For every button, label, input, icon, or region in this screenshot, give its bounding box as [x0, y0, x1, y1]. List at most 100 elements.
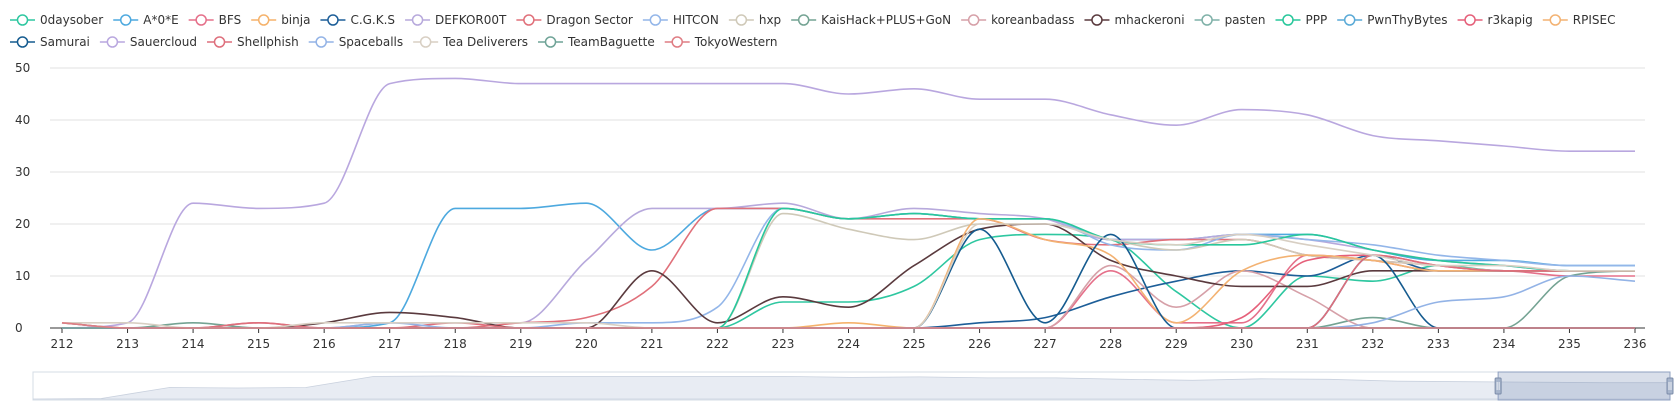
legend-item-mhackeroni[interactable]: mhackeroni	[1084, 13, 1185, 27]
legend-label: 0daysober	[40, 13, 103, 27]
plot-area	[61, 77, 1636, 329]
legend-circle-icon	[735, 14, 748, 26]
legend-label: Spaceballs	[339, 35, 403, 49]
x-tick-label: 223	[772, 337, 795, 351]
x-tick-label: 235	[1558, 337, 1581, 351]
x-tick-label: 219	[509, 337, 532, 351]
legend-item-kaishack-plus-gon[interactable]: KaisHack+PLUS+GoN	[791, 13, 951, 27]
legend-item-0daysober[interactable]: 0daysober	[10, 13, 103, 27]
x-tick-label: 228	[1099, 337, 1122, 351]
legend-label: Dragon Sector	[546, 13, 633, 27]
legend-circle-icon	[16, 14, 29, 26]
legend-label: Tea Deliverers	[442, 35, 528, 49]
legend-item-teambaguette[interactable]: TeamBaguette	[538, 35, 655, 49]
legend-item-tea-deliverers[interactable]: Tea Deliverers	[413, 35, 528, 49]
legend-circle-icon	[649, 14, 662, 26]
legend-label: mhackeroni	[1114, 13, 1184, 27]
legend-label: r3kapig	[1488, 13, 1533, 27]
legend-label: PwnThyBytes	[1367, 13, 1447, 27]
legend-label: Samurai	[40, 35, 90, 49]
legend-label: TokyoWestern	[694, 35, 778, 49]
legend-item-r3kapig[interactable]: r3kapig	[1457, 13, 1533, 27]
legend-circle-icon	[1282, 14, 1294, 26]
legend-item-a-0-e[interactable]: A*0*E	[113, 13, 179, 27]
legend-circle-icon	[671, 36, 683, 48]
x-tick-label: 218	[444, 337, 467, 351]
x-tick-label: 212	[51, 337, 74, 351]
legend-circle-icon	[327, 14, 339, 26]
x-tick-label: 232	[1361, 337, 1384, 351]
legend-item-binja[interactable]: binja	[251, 13, 310, 27]
legend-item-defkor00t[interactable]: DEFKOR00T	[405, 13, 507, 27]
legend-circle-icon	[411, 14, 424, 26]
y-grid: 0 10 20 30 40 50	[15, 61, 1645, 335]
legend-label: DEFKOR00T	[435, 13, 507, 27]
legend-item-koreanbadass[interactable]: koreanbadass	[961, 13, 1074, 27]
series-line-c-g-k-s	[62, 254, 1635, 329]
legend-label: BFS	[219, 13, 242, 27]
y-tick-label: 30	[15, 165, 30, 179]
x-tick-label: 222	[706, 337, 729, 351]
legend-circle-icon	[106, 36, 119, 48]
legend-item-samurai[interactable]: Samurai	[10, 35, 90, 49]
legend-circle-icon	[213, 36, 226, 48]
series-line-samurai	[62, 228, 1635, 329]
series-line-bfs	[61, 254, 1635, 329]
x-tick-label: 227	[1034, 337, 1057, 351]
x-tick-label: 215	[247, 337, 270, 351]
series-line-sauercloud	[61, 77, 1635, 329]
legend-label: koreanbadass	[991, 13, 1074, 27]
legend-item-tokyowestern[interactable]: TokyoWestern	[664, 35, 778, 49]
zoom-preview	[32, 375, 1671, 400]
legend-item-pwnthybytes[interactable]: PwnThyBytes	[1337, 13, 1448, 27]
x-tick-label: 213	[116, 337, 139, 351]
x-tick-label: 231	[1296, 337, 1319, 351]
legend-item-c-g-k-s[interactable]: C.G.K.S	[320, 13, 395, 27]
legend-circle-icon	[195, 14, 207, 26]
legend-circle-icon	[257, 14, 270, 26]
legend-label: pasten	[1225, 13, 1266, 27]
legend-circle-icon	[1549, 14, 1562, 26]
legend-circle-icon	[119, 14, 132, 26]
legend-item-pasten[interactable]: pasten	[1194, 13, 1266, 27]
legend-circle-icon	[1343, 14, 1356, 26]
x-tick-label: 216	[313, 337, 336, 351]
x-tick-label: 224	[837, 337, 860, 351]
data-zoom-slider[interactable]	[32, 371, 1674, 401]
legend-item-shellphish[interactable]: Shellphish	[207, 35, 299, 49]
legend-circle-icon	[1201, 14, 1213, 26]
series-line-kaishack-plus-gon	[61, 270, 1636, 329]
x-tick-label: 233	[1427, 337, 1450, 351]
zoom-handle-left[interactable]	[1494, 377, 1502, 395]
legend-item-rpisec[interactable]: RPISEC	[1542, 13, 1616, 27]
legend-label: KaisHack+PLUS+GoN	[821, 13, 951, 27]
legend-item-hitcon[interactable]: HITCON	[642, 13, 719, 27]
legend-item-spaceballs[interactable]: Spaceballs	[308, 35, 403, 49]
legend-label: Sauercloud	[130, 35, 197, 49]
x-tick-label: 220	[575, 337, 598, 351]
legend-item-sauercloud[interactable]: Sauercloud	[99, 35, 197, 49]
x-axis: 212 213 214 215 216 217 218 219 220 221 222 223 224 2…	[51, 328, 1647, 351]
series-line-hitcon	[62, 207, 1635, 329]
zoom-handle-right[interactable]	[1666, 377, 1674, 395]
legend-item-dragon-sector[interactable]: Dragon Sector	[516, 13, 633, 27]
y-tick-label: 20	[15, 217, 30, 231]
series-line-dragon-sector	[62, 207, 1635, 329]
zoom-selected-window[interactable]	[1497, 371, 1671, 401]
legend-label: C.G.K.S	[350, 13, 395, 27]
x-tick-label: 225	[903, 337, 926, 351]
legend-label: binja	[281, 13, 310, 27]
x-tick-label: 236	[1624, 337, 1647, 351]
x-tick-label: 229	[1165, 337, 1188, 351]
series-line-tokyowestern	[61, 322, 1635, 329]
legend-item-ppp[interactable]: PPP	[1275, 13, 1327, 27]
legend-circle-icon	[544, 36, 557, 48]
series-line-rpisec	[62, 218, 1635, 329]
legend-item-bfs[interactable]: BFS	[188, 13, 242, 27]
x-tick-label: 234	[1492, 337, 1515, 351]
legend-label: RPISEC	[1573, 13, 1616, 27]
x-tick-label: 226	[968, 337, 991, 351]
legend-item-hxp[interactable]: hxp	[728, 13, 781, 27]
x-tick-label: 230	[1230, 337, 1253, 351]
